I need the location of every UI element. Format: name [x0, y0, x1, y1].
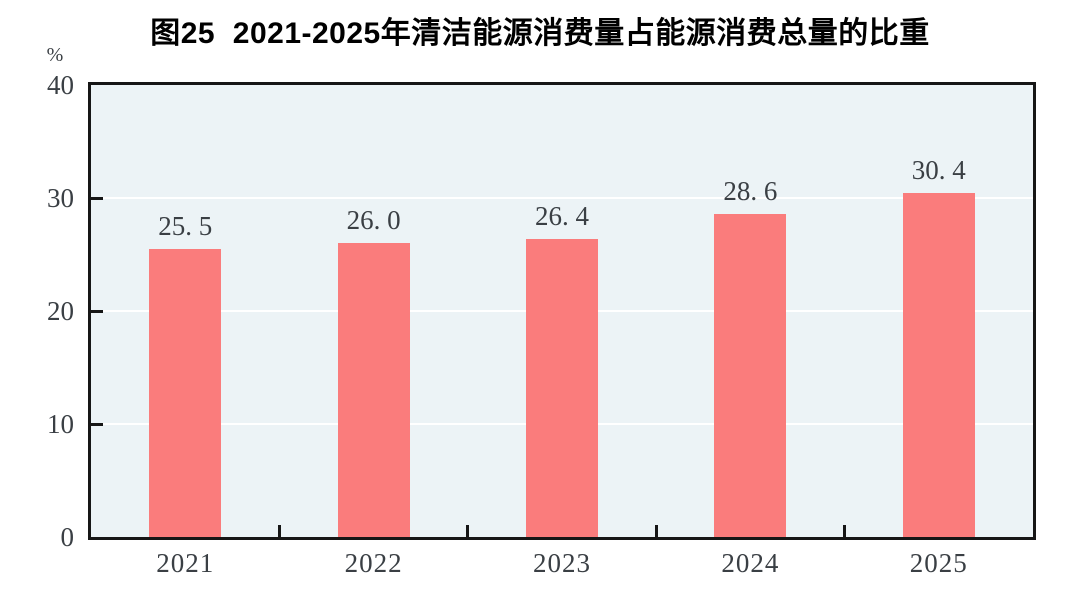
y-axis-label-30: 30 [47, 183, 74, 213]
bar-2025 [902, 193, 975, 537]
x-tick-boundary-4 [843, 525, 847, 537]
bar-value-label-2021: 25. 5 [158, 210, 213, 241]
y-axis-label-0: 0 [60, 522, 75, 552]
gridline-30 [91, 197, 1033, 199]
bar-2021 [149, 248, 222, 537]
bar-2024 [714, 213, 787, 537]
y-axis-label-20: 20 [47, 296, 74, 326]
y-tick-10 [91, 422, 103, 426]
chart-title: 图25 2021-2025年清洁能源消费量占能源消费总量的比重 [150, 17, 930, 50]
x-axis-label-2025: 2025 [909, 548, 968, 578]
x-axis-label-2023: 2023 [533, 548, 591, 578]
bar-value-label-2023: 26. 4 [535, 200, 589, 231]
x-axis-label-2022: 2022 [344, 548, 403, 578]
x-tick-boundary-1 [277, 525, 281, 537]
bar-2022 [337, 243, 410, 537]
y-tick-20 [91, 309, 103, 313]
x-axis-label-2021: 2021 [156, 548, 215, 578]
y-axis-label-40: 40 [47, 70, 74, 100]
y-axis-unit-label: % [46, 44, 64, 66]
plot-area: 25. 5 26. 0 26. 4 28. 6 30. 4 [88, 82, 1036, 540]
y-tick-30 [91, 196, 103, 200]
bar-value-label-2025: 30. 4 [911, 155, 966, 186]
bar-value-label-2024: 28. 6 [723, 175, 778, 206]
x-axis-label-2024: 2024 [721, 548, 780, 578]
x-tick-boundary-3 [654, 525, 658, 537]
bar-value-label-2022: 26. 0 [346, 205, 401, 236]
y-axis-label-10: 10 [47, 409, 74, 439]
x-tick-boundary-2 [466, 525, 470, 537]
bar-2023 [526, 238, 598, 537]
